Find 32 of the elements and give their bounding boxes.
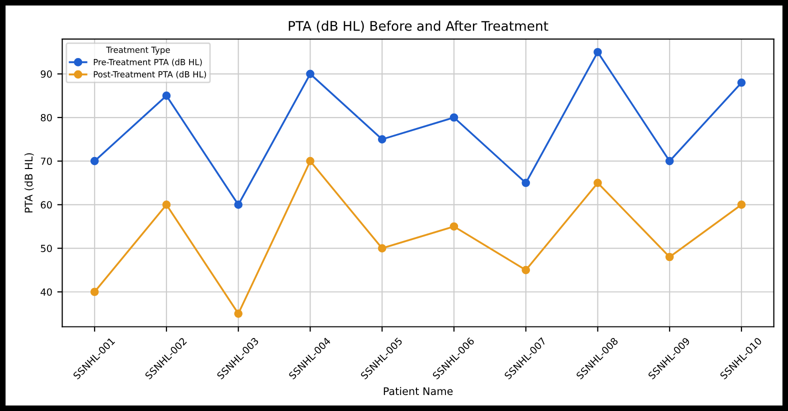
point xyxy=(234,200,243,209)
point xyxy=(450,222,458,231)
x-axis-title: Patient Name xyxy=(384,387,453,396)
point xyxy=(378,244,386,252)
legend-label: Post-Treatment PTA (dB HL) xyxy=(94,71,206,78)
point xyxy=(378,135,386,144)
y-tick-label: 80 xyxy=(40,114,52,122)
legend-label: Pre-Treatment PTA (dB HL) xyxy=(94,58,202,66)
point xyxy=(234,310,243,318)
y-tick-label: 90 xyxy=(40,70,52,78)
point xyxy=(665,252,674,262)
y-axis-title: PTA (dB HL) xyxy=(24,153,34,212)
point xyxy=(90,288,99,296)
point xyxy=(306,70,314,78)
point xyxy=(522,178,530,188)
point xyxy=(90,156,99,166)
point xyxy=(737,78,746,87)
chart-title: PTA (dB HL) Before and After Treatment xyxy=(288,20,548,32)
legend-title: Treatment Type xyxy=(106,46,170,55)
point xyxy=(737,200,746,209)
point xyxy=(162,200,171,209)
point xyxy=(594,178,602,188)
point xyxy=(522,266,530,274)
y-tick-label: 70 xyxy=(40,158,52,165)
point xyxy=(665,156,674,166)
point xyxy=(162,92,171,100)
y-tick-label: 50 xyxy=(40,244,52,252)
y-tick-label: 60 xyxy=(40,201,52,209)
point xyxy=(306,156,314,166)
point xyxy=(450,113,458,122)
point xyxy=(594,48,602,56)
y-tick-label: 40 xyxy=(40,288,52,296)
